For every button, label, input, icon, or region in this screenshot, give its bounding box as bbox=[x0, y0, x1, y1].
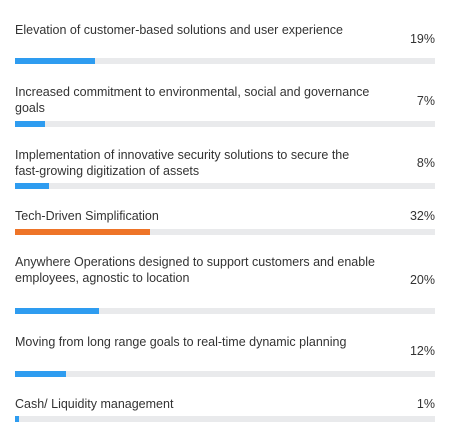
progress-track bbox=[15, 183, 435, 189]
progress-fill bbox=[15, 183, 49, 189]
result-label: Tech-Driven Simplification bbox=[15, 209, 159, 223]
result-percent: 19% bbox=[409, 32, 435, 46]
progress-track bbox=[15, 229, 435, 235]
progress-fill bbox=[15, 121, 45, 127]
progress-fill bbox=[15, 229, 150, 235]
progress-fill bbox=[15, 58, 95, 64]
result-label: Increased commitment to environmental, s… bbox=[15, 85, 370, 115]
result-percent: 12% bbox=[409, 344, 435, 358]
progress-track bbox=[15, 416, 435, 422]
result-percent: 32% bbox=[409, 209, 435, 223]
result-percent: 8% bbox=[416, 156, 435, 170]
result-percent: 1% bbox=[416, 397, 435, 411]
progress-fill bbox=[15, 308, 99, 314]
progress-fill bbox=[15, 416, 19, 422]
result-label: Moving from long range goals to real-tim… bbox=[15, 335, 347, 349]
result-label: Elevation of customer-based solutions an… bbox=[15, 23, 343, 37]
progress-track bbox=[15, 121, 435, 127]
progress-fill bbox=[15, 371, 66, 377]
progress-track bbox=[15, 58, 435, 64]
result-percent: 20% bbox=[409, 273, 435, 287]
result-percent: 7% bbox=[416, 94, 435, 108]
progress-track bbox=[15, 308, 435, 314]
progress-track bbox=[15, 371, 435, 377]
result-label: Cash/ Liquidity management bbox=[15, 397, 174, 411]
result-label: Implementation of innovative security so… bbox=[15, 148, 350, 178]
result-label: Anywhere Operations designed to support … bbox=[15, 255, 375, 285]
